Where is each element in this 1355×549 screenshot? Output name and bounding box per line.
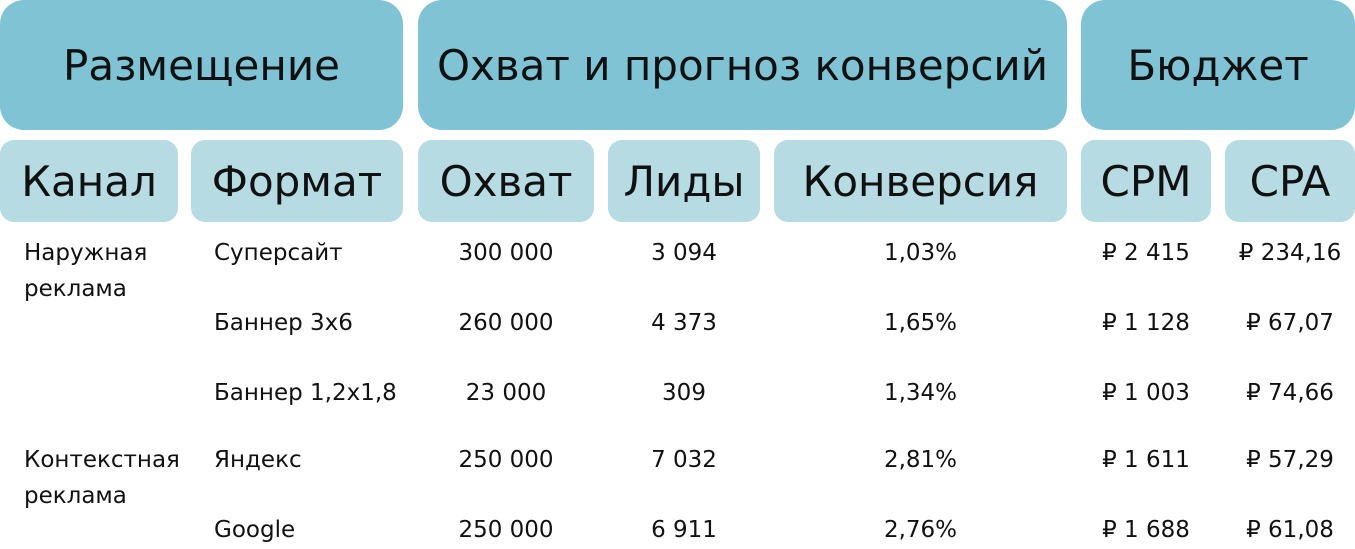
value-cell: 300 000 xyxy=(458,240,554,266)
column-header: Лиды xyxy=(608,140,760,222)
column-header: CPA xyxy=(1225,140,1355,222)
format-cell: Суперсайт xyxy=(214,240,343,266)
column-header: Конверсия xyxy=(774,140,1067,222)
value-cell: 7 032 xyxy=(651,447,717,473)
value-cell: ₽ 61,08 xyxy=(1246,517,1334,543)
group-header: Бюджет xyxy=(1081,0,1355,130)
value-cell: 1,65% xyxy=(883,310,958,336)
value-cell: 250 000 xyxy=(458,447,554,473)
value-cell: ₽ 2 415 xyxy=(1102,240,1190,266)
value-cell: 6 911 xyxy=(651,517,717,543)
value-cell: ₽ 1 611 xyxy=(1102,447,1190,473)
column-header: Формат xyxy=(191,140,403,222)
value-cell: ₽ 1 128 xyxy=(1102,310,1190,336)
value-cell: 3 094 xyxy=(651,240,717,266)
value-cell: ₽ 57,29 xyxy=(1246,447,1334,473)
format-cell: Баннер 1,2x1,8 xyxy=(214,380,397,406)
group-header: Охват и прогноз конверсий xyxy=(418,0,1067,130)
value-cell: ₽ 67,07 xyxy=(1246,310,1334,336)
format-cell: Google xyxy=(214,517,296,543)
value-cell: 4 373 xyxy=(651,310,717,336)
channel-name: Наружная реклама xyxy=(24,240,148,302)
value-cell: ₽ 1 003 xyxy=(1102,380,1190,406)
value-cell: ₽ 1 688 xyxy=(1102,517,1190,543)
value-cell: 2,76% xyxy=(883,517,958,543)
column-header: Охват xyxy=(418,140,594,222)
column-header: CPM xyxy=(1081,140,1211,222)
value-cell: 260 000 xyxy=(458,310,554,336)
value-cell: 2,81% xyxy=(883,447,958,473)
channel-name: Контекстная реклама xyxy=(24,447,180,509)
column-header: Канал xyxy=(0,140,178,222)
value-cell: 250 000 xyxy=(458,517,554,543)
value-cell: ₽ 234,16 xyxy=(1238,240,1342,266)
value-cell: ₽ 74,66 xyxy=(1246,380,1334,406)
format-cell: Баннер 3x6 xyxy=(214,310,353,336)
group-header: Размещение xyxy=(0,0,403,130)
value-cell: 23 000 xyxy=(465,380,547,406)
value-cell: 1,03% xyxy=(883,240,958,266)
value-cell: 1,34% xyxy=(883,380,958,406)
value-cell: 309 xyxy=(662,380,706,406)
format-cell: Яндекс xyxy=(214,447,302,473)
